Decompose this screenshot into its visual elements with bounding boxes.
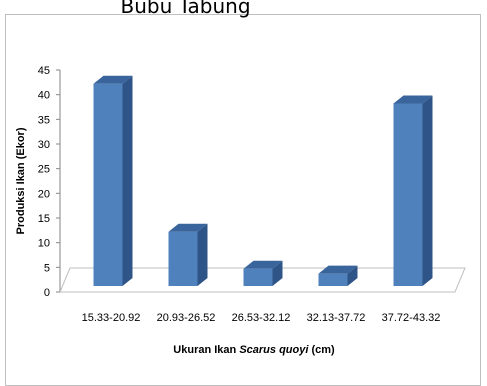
chart-floor [59,267,466,293]
bar-top [243,260,283,269]
bar-front [243,268,273,286]
bar-side [197,223,208,286]
bar [393,95,433,286]
x-axis-label-part1: Ukuran Ikan [173,344,239,356]
bar-top [93,75,133,84]
plot-area: 0 5 10 15 20 25 30 35 40 45 15.33-20.92 20.93-26.5… [15,65,466,356]
x-tick-label: 15.33-20.92 [82,312,141,324]
bar [318,265,358,286]
x-tick-label: 20.93-26.52 [157,312,216,324]
y-tick-label: 5 [44,262,50,274]
y-tick-label: 35 [38,114,50,126]
x-tick-label: 26.53-32.12 [232,312,291,324]
bars [93,75,433,286]
chart-title: Bubu Tabung [0,0,487,20]
bar-side [272,260,283,286]
bar-front [318,273,348,286]
y-tick-label: 30 [38,139,50,151]
y-tick-label: 15 [38,213,50,225]
x-tick-labels: 15.33-20.92 20.93-26.52 26.53-32.12 32.13-3… [82,312,441,324]
y-tick-label: 20 [38,188,50,200]
bar-top [168,223,208,232]
y-tick-labels: 0 5 10 15 20 25 30 35 40 45 [38,65,60,299]
x-axis-label: Ukuran Ikan Scarus quoyi (cm) [173,344,335,356]
bar [243,260,283,286]
y-tick-label: 25 [38,164,50,176]
bar-front [393,103,423,286]
bar-top [318,265,358,274]
y-tick-label: 45 [38,65,50,77]
bar [93,75,133,286]
bar-side [422,95,433,286]
y-tick-label: 40 [38,90,50,102]
x-tick-label: 37.72-43.32 [382,312,441,324]
bar-front [168,231,198,286]
x-tick-label: 32.13-37.72 [307,312,366,324]
bar-side [347,265,358,286]
bar-side [122,75,133,286]
chart-title-text: Bubu Tabung [120,0,251,18]
x-axis-label-species: Scarus quoyi [239,344,309,356]
y-tick-label: 0 [44,287,50,299]
y-axis-label: Produksi Ikan (Ekor) [15,127,27,234]
bar-front [93,83,123,286]
bar-top [393,95,433,104]
bar [168,223,208,286]
y-tick-label: 10 [38,238,50,250]
x-axis-label-unit: (cm) [308,344,335,356]
